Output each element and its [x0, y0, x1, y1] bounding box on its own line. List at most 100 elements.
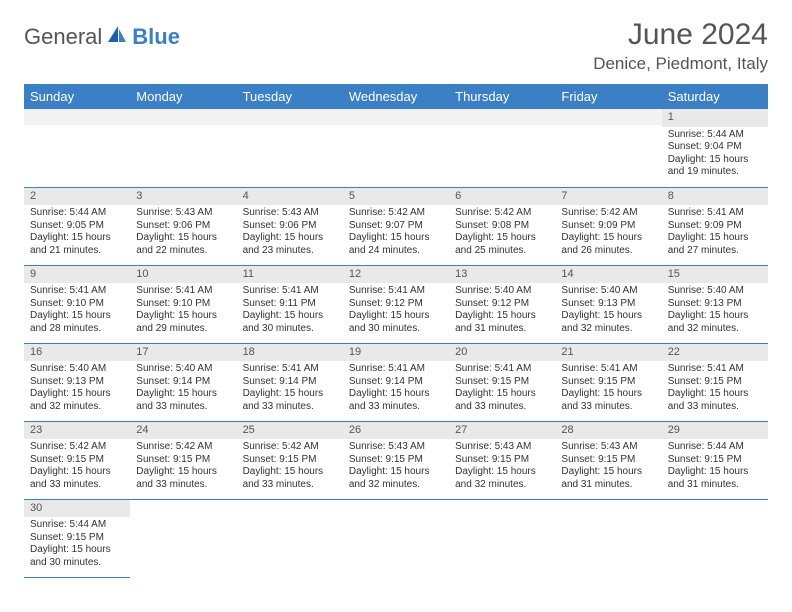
daylight-text: Daylight: 15 hours: [30, 310, 124, 323]
empty-daynum-bar: [130, 109, 236, 125]
calendar-cell: 16Sunrise: 5:40 AMSunset: 9:13 PMDayligh…: [24, 343, 130, 421]
day-number: 24: [130, 422, 236, 440]
sunrise-text: Sunrise: 5:41 AM: [455, 363, 549, 376]
sunset-text: Sunset: 9:15 PM: [30, 454, 124, 467]
sunset-text: Sunset: 9:13 PM: [668, 298, 762, 311]
sunset-text: Sunset: 9:15 PM: [561, 376, 655, 389]
day-number: 13: [449, 266, 555, 284]
sunrise-text: Sunrise: 5:42 AM: [243, 441, 337, 454]
calendar-cell: 2Sunrise: 5:44 AMSunset: 9:05 PMDaylight…: [24, 187, 130, 265]
daylight-text: and 28 minutes.: [30, 323, 124, 336]
daylight-text: Daylight: 15 hours: [349, 232, 443, 245]
sunrise-text: Sunrise: 5:41 AM: [30, 285, 124, 298]
sunrise-text: Sunrise: 5:42 AM: [561, 207, 655, 220]
sunrise-text: Sunrise: 5:44 AM: [668, 129, 762, 142]
day-number: 30: [24, 500, 130, 518]
daylight-text: and 33 minutes.: [243, 401, 337, 414]
weekday-header: Thursday: [449, 84, 555, 109]
day-body: Sunrise: 5:44 AMSunset: 9:15 PMDaylight:…: [24, 517, 130, 573]
sunset-text: Sunset: 9:14 PM: [349, 376, 443, 389]
calendar-cell: [130, 499, 236, 577]
sunrise-text: Sunrise: 5:41 AM: [243, 285, 337, 298]
calendar-cell: [237, 499, 343, 577]
daylight-text: and 31 minutes.: [668, 479, 762, 492]
calendar-cell: [130, 109, 236, 187]
daylight-text: Daylight: 15 hours: [455, 466, 549, 479]
sunset-text: Sunset: 9:10 PM: [30, 298, 124, 311]
sunrise-text: Sunrise: 5:42 AM: [455, 207, 549, 220]
day-body: Sunrise: 5:44 AMSunset: 9:05 PMDaylight:…: [24, 205, 130, 261]
calendar-cell: 5Sunrise: 5:42 AMSunset: 9:07 PMDaylight…: [343, 187, 449, 265]
day-body: Sunrise: 5:42 AMSunset: 9:07 PMDaylight:…: [343, 205, 449, 261]
day-number: 9: [24, 266, 130, 284]
calendar-week-row: 30Sunrise: 5:44 AMSunset: 9:15 PMDayligh…: [24, 499, 768, 577]
calendar-cell: 21Sunrise: 5:41 AMSunset: 9:15 PMDayligh…: [555, 343, 661, 421]
sunrise-text: Sunrise: 5:44 AM: [30, 207, 124, 220]
daylight-text: Daylight: 15 hours: [561, 310, 655, 323]
calendar-cell: 27Sunrise: 5:43 AMSunset: 9:15 PMDayligh…: [449, 421, 555, 499]
calendar-cell: 11Sunrise: 5:41 AMSunset: 9:11 PMDayligh…: [237, 265, 343, 343]
daylight-text: Daylight: 15 hours: [136, 388, 230, 401]
day-number: 2: [24, 188, 130, 206]
empty-daynum-bar: [237, 109, 343, 125]
calendar-cell: [555, 499, 661, 577]
calendar-cell: 23Sunrise: 5:42 AMSunset: 9:15 PMDayligh…: [24, 421, 130, 499]
daylight-text: and 33 minutes.: [349, 401, 443, 414]
sunrise-text: Sunrise: 5:41 AM: [561, 363, 655, 376]
day-body: Sunrise: 5:41 AMSunset: 9:15 PMDaylight:…: [555, 361, 661, 417]
sunset-text: Sunset: 9:15 PM: [30, 532, 124, 545]
calendar-cell: 6Sunrise: 5:42 AMSunset: 9:08 PMDaylight…: [449, 187, 555, 265]
sunrise-text: Sunrise: 5:40 AM: [668, 285, 762, 298]
sunset-text: Sunset: 9:10 PM: [136, 298, 230, 311]
calendar-week-row: 16Sunrise: 5:40 AMSunset: 9:13 PMDayligh…: [24, 343, 768, 421]
daylight-text: Daylight: 15 hours: [243, 310, 337, 323]
daylight-text: Daylight: 15 hours: [561, 232, 655, 245]
weekday-header: Saturday: [662, 84, 768, 109]
daylight-text: Daylight: 15 hours: [668, 154, 762, 167]
sunset-text: Sunset: 9:15 PM: [561, 454, 655, 467]
day-body: Sunrise: 5:41 AMSunset: 9:12 PMDaylight:…: [343, 283, 449, 339]
sunrise-text: Sunrise: 5:43 AM: [243, 207, 337, 220]
sunset-text: Sunset: 9:09 PM: [561, 220, 655, 233]
sunrise-text: Sunrise: 5:40 AM: [30, 363, 124, 376]
calendar-cell: 30Sunrise: 5:44 AMSunset: 9:15 PMDayligh…: [24, 499, 130, 577]
calendar-cell: 24Sunrise: 5:42 AMSunset: 9:15 PMDayligh…: [130, 421, 236, 499]
sunset-text: Sunset: 9:13 PM: [561, 298, 655, 311]
daylight-text: and 23 minutes.: [243, 245, 337, 258]
sunrise-text: Sunrise: 5:42 AM: [349, 207, 443, 220]
calendar-cell: 9Sunrise: 5:41 AMSunset: 9:10 PMDaylight…: [24, 265, 130, 343]
empty-daynum-bar: [343, 109, 449, 125]
day-body: Sunrise: 5:42 AMSunset: 9:08 PMDaylight:…: [449, 205, 555, 261]
day-number: 21: [555, 344, 661, 362]
daylight-text: and 33 minutes.: [668, 401, 762, 414]
day-body: Sunrise: 5:43 AMSunset: 9:15 PMDaylight:…: [343, 439, 449, 495]
calendar-cell: [555, 109, 661, 187]
daylight-text: Daylight: 15 hours: [30, 388, 124, 401]
sunset-text: Sunset: 9:12 PM: [349, 298, 443, 311]
sunset-text: Sunset: 9:06 PM: [136, 220, 230, 233]
day-body: Sunrise: 5:40 AMSunset: 9:12 PMDaylight:…: [449, 283, 555, 339]
sunset-text: Sunset: 9:15 PM: [455, 454, 549, 467]
daylight-text: and 33 minutes.: [30, 479, 124, 492]
day-number: 14: [555, 266, 661, 284]
sunrise-text: Sunrise: 5:42 AM: [30, 441, 124, 454]
day-number: 16: [24, 344, 130, 362]
daylight-text: Daylight: 15 hours: [30, 466, 124, 479]
day-number: 26: [343, 422, 449, 440]
daylight-text: and 33 minutes.: [561, 401, 655, 414]
daylight-text: Daylight: 15 hours: [30, 232, 124, 245]
day-number: 19: [343, 344, 449, 362]
sunset-text: Sunset: 9:07 PM: [349, 220, 443, 233]
daylight-text: and 30 minutes.: [243, 323, 337, 336]
sunrise-text: Sunrise: 5:42 AM: [136, 441, 230, 454]
day-number: 5: [343, 188, 449, 206]
sunrise-text: Sunrise: 5:41 AM: [349, 363, 443, 376]
sunset-text: Sunset: 9:15 PM: [136, 454, 230, 467]
day-number: 3: [130, 188, 236, 206]
sunrise-text: Sunrise: 5:43 AM: [349, 441, 443, 454]
title-block: June 2024 Denice, Piedmont, Italy: [593, 18, 768, 74]
daylight-text: and 31 minutes.: [455, 323, 549, 336]
calendar-cell: 20Sunrise: 5:41 AMSunset: 9:15 PMDayligh…: [449, 343, 555, 421]
day-number: 28: [555, 422, 661, 440]
day-body: Sunrise: 5:42 AMSunset: 9:15 PMDaylight:…: [24, 439, 130, 495]
